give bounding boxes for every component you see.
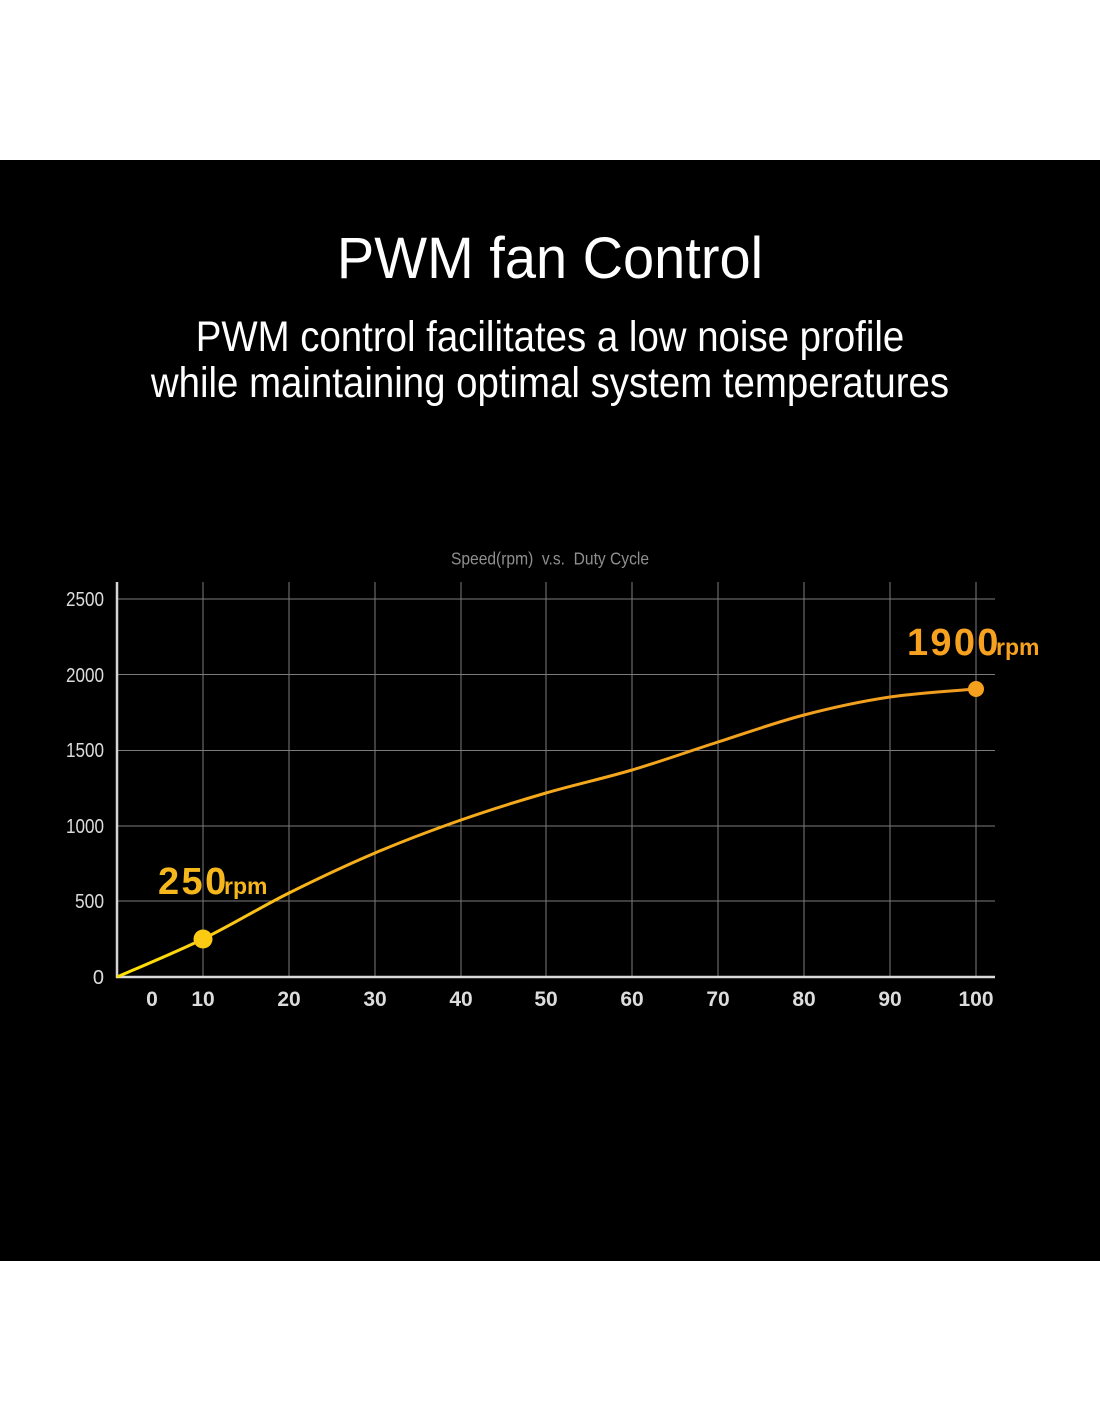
svg-text:1000: 1000 — [66, 816, 104, 838]
svg-text:1500: 1500 — [66, 740, 104, 762]
svg-text:70: 70 — [706, 988, 729, 1011]
svg-text:250: 250 — [158, 861, 229, 903]
svg-text:Speed(rpm) v.s. Duty Cycle: Speed(rpm) v.s. Duty Cycle — [451, 549, 649, 569]
svg-text:2000: 2000 — [66, 665, 104, 687]
svg-text:10: 10 — [191, 988, 214, 1011]
svg-text:2500: 2500 — [66, 589, 104, 611]
svg-text:rpm: rpm — [224, 873, 267, 899]
svg-text:500: 500 — [75, 891, 104, 913]
svg-text:60: 60 — [620, 988, 643, 1011]
svg-text:0: 0 — [93, 967, 104, 989]
svg-text:30: 30 — [363, 988, 386, 1011]
svg-text:50: 50 — [534, 988, 557, 1011]
svg-text:1900: 1900 — [907, 622, 1001, 664]
svg-text:0: 0 — [146, 988, 158, 1011]
svg-text:80: 80 — [792, 988, 815, 1011]
svg-text:100: 100 — [958, 988, 993, 1011]
svg-text:rpm: rpm — [996, 634, 1039, 660]
svg-text:20: 20 — [277, 988, 300, 1011]
svg-text:90: 90 — [878, 988, 901, 1011]
svg-text:40: 40 — [449, 988, 472, 1011]
